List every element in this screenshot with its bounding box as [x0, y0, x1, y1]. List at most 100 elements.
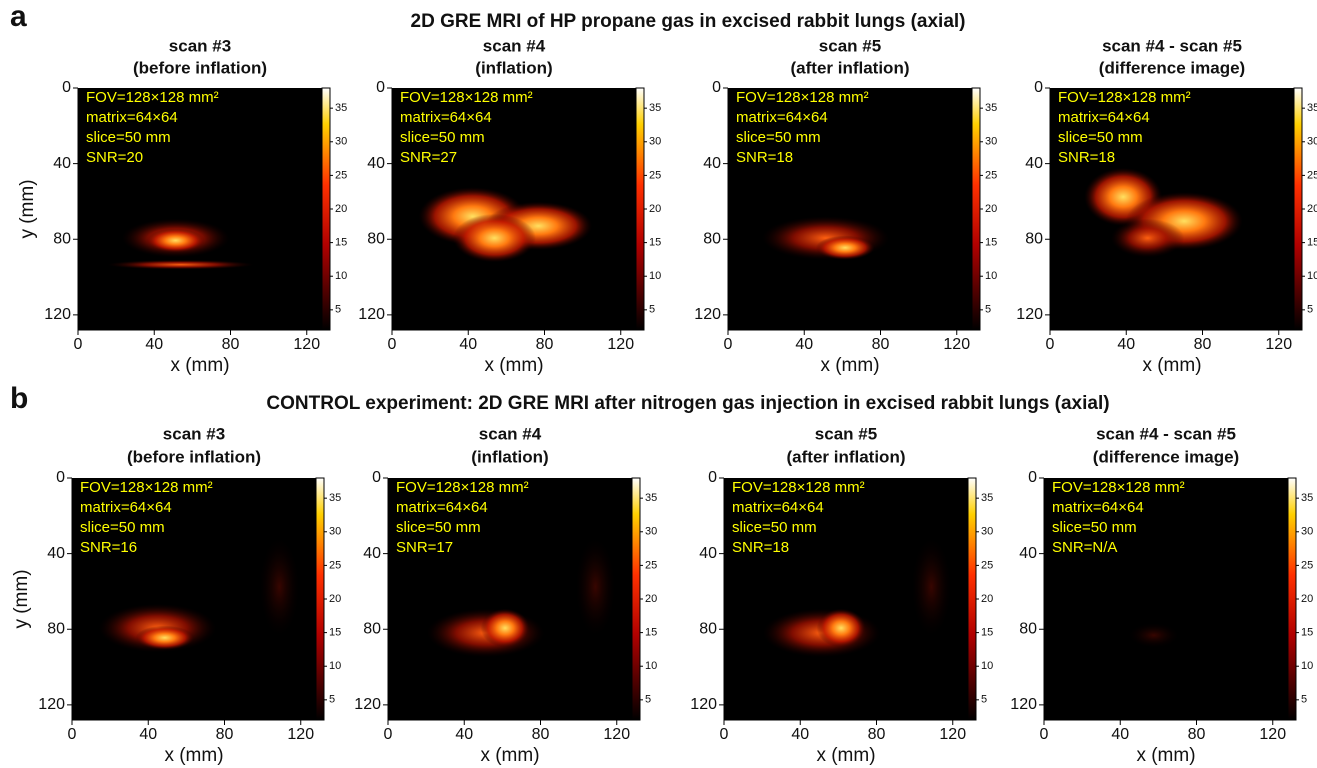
y-tick-label: 0: [708, 469, 717, 486]
annotation: SNR=18: [732, 539, 789, 556]
colorbar-tick-label: 30: [335, 136, 347, 148]
plot-title: (inflation): [471, 447, 548, 466]
y-tick-label: 120: [354, 696, 381, 713]
colorbar: [968, 478, 976, 720]
x-tick-label: 80: [536, 336, 554, 353]
x-axis-label: x (mm): [164, 745, 223, 766]
y-tick-label: 0: [376, 79, 385, 96]
annotation: slice=50 mm: [732, 519, 817, 536]
annotation: slice=50 mm: [400, 129, 485, 146]
colorbar: [316, 478, 324, 720]
plot-title: (difference image): [1093, 447, 1239, 466]
annotation: SNR=N/A: [1052, 539, 1117, 556]
x-axis-label: x (mm): [480, 745, 539, 766]
x-tick-label: 0: [68, 726, 77, 743]
annotation: SNR=16: [80, 539, 137, 556]
y-tick-label: 80: [363, 620, 381, 637]
y-tick-label: 0: [372, 469, 381, 486]
signal: [146, 228, 205, 252]
plot-title: scan #4: [483, 36, 546, 55]
y-tick-label: 0: [62, 79, 71, 96]
annotation: FOV=128×128 mm²: [1058, 89, 1191, 106]
plot-title: scan #3: [169, 36, 231, 55]
colorbar-tick-label: 15: [1307, 237, 1317, 249]
colorbar-tick-label: 10: [1301, 660, 1313, 672]
colorbar-tick-label: 20: [981, 593, 993, 605]
x-tick-label: 40: [455, 726, 473, 743]
colorbar-tick-label: 10: [645, 660, 657, 672]
plot-title: (inflation): [475, 58, 552, 77]
colorbar-tick-label: 30: [329, 526, 341, 538]
colorbar-tick-label: 35: [985, 102, 997, 114]
colorbar-tick-label: 20: [985, 203, 997, 215]
colorbar-tick-label: 15: [335, 237, 347, 249]
colorbar-tick-label: 20: [329, 593, 341, 605]
colorbar-tick-label: 5: [649, 304, 655, 316]
x-axis-label: x (mm): [170, 355, 229, 376]
x-tick-label: 80: [216, 726, 234, 743]
y-tick-label: 0: [1028, 469, 1037, 486]
annotation: matrix=64×64: [400, 109, 492, 126]
y-tick-label: 120: [1016, 306, 1043, 323]
y-tick-label: 80: [47, 620, 65, 637]
x-tick-label: 0: [74, 336, 83, 353]
colorbar: [1294, 88, 1302, 330]
colorbar-tick-label: 5: [645, 694, 651, 706]
colorbar-tick-label: 30: [645, 526, 657, 538]
colorbar-tick-label: 25: [335, 169, 347, 181]
signal: [481, 609, 530, 648]
colorbar-tick-label: 35: [645, 492, 657, 504]
annotation: slice=50 mm: [1058, 129, 1143, 146]
annotation: slice=50 mm: [396, 519, 481, 536]
colorbar-tick-label: 5: [985, 304, 991, 316]
colorbar-tick-label: 25: [649, 169, 661, 181]
colorbar-tick-label: 20: [645, 593, 657, 605]
y-tick-label: 40: [53, 155, 71, 172]
annotation: FOV=128×128 mm²: [396, 479, 529, 496]
x-tick-label: 120: [943, 336, 970, 353]
plot-title: (difference image): [1099, 58, 1245, 77]
colorbar-tick-label: 10: [981, 660, 993, 672]
colorbar-tick-label: 5: [1301, 694, 1307, 706]
colorbar-tick-label: 10: [985, 270, 997, 282]
colorbar-tick-label: 15: [329, 627, 341, 639]
x-tick-label: 80: [872, 336, 890, 353]
annotation: SNR=20: [86, 149, 143, 166]
annotation: matrix=64×64: [80, 499, 172, 516]
x-tick-label: 40: [459, 336, 477, 353]
colorbar-tick-label: 35: [649, 102, 661, 114]
colorbar-tick-label: 30: [981, 526, 993, 538]
colorbar: [972, 88, 980, 330]
plot-title: (after inflation): [791, 58, 910, 77]
colorbar-tick-label: 30: [985, 136, 997, 148]
y-tick-label: 0: [1034, 79, 1043, 96]
x-tick-label: 80: [1194, 336, 1212, 353]
annotation: slice=50 mm: [86, 129, 171, 146]
annotation: matrix=64×64: [732, 499, 824, 516]
panel-letter: b: [10, 382, 28, 415]
annotation: SNR=27: [400, 149, 457, 166]
colorbar-tick-label: 20: [649, 203, 661, 215]
colorbar-tick-label: 5: [981, 694, 987, 706]
colorbar-tick-label: 10: [329, 660, 341, 672]
annotation: SNR=18: [1058, 149, 1115, 166]
colorbar-tick-label: 5: [329, 694, 335, 706]
colorbar-tick-label: 5: [335, 304, 341, 316]
y-tick-label: 120: [690, 696, 717, 713]
x-tick-label: 80: [868, 726, 886, 743]
colorbar-tick-label: 10: [335, 270, 347, 282]
signal: [260, 539, 299, 636]
plot-title: (before inflation): [127, 447, 261, 466]
y-tick-label: 40: [703, 155, 721, 172]
y-tick-label: 120: [694, 306, 721, 323]
annotation: FOV=128×128 mm²: [86, 89, 219, 106]
signal: [107, 260, 253, 270]
y-tick-label: 120: [38, 696, 65, 713]
annotation: matrix=64×64: [1058, 109, 1150, 126]
y-tick-label: 120: [44, 306, 71, 323]
colorbar-tick-label: 25: [981, 559, 993, 571]
signal: [576, 539, 615, 636]
x-tick-label: 40: [139, 726, 157, 743]
x-tick-label: 40: [795, 336, 813, 353]
colorbar-tick-label: 15: [981, 627, 993, 639]
